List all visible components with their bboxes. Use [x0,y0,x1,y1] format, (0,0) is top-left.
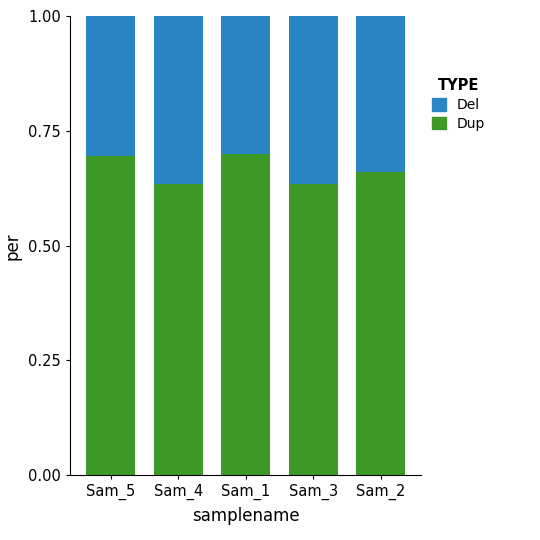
Bar [221,16,270,154]
Y-axis label: per: per [3,232,22,260]
Bar [86,156,135,475]
Legend: Del, Dup: Del, Dup [431,78,485,131]
Bar [289,16,338,184]
Bar [289,184,338,475]
Bar [154,184,202,475]
Bar [356,172,405,475]
X-axis label: samplename: samplename [192,508,300,525]
Bar [221,154,270,475]
Bar [86,16,135,156]
Bar [356,16,405,172]
Bar [154,16,202,184]
